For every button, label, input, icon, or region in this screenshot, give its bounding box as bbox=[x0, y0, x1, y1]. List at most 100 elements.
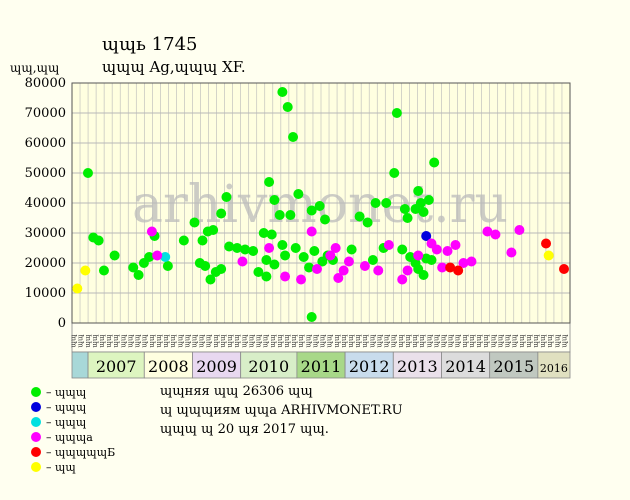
legend-label: – ɰɰɰa bbox=[46, 431, 93, 444]
x-tick-label: ɰɰ bbox=[496, 334, 504, 348]
x-tick-label: ɰɰ bbox=[390, 334, 398, 348]
year-label: 2011 bbox=[301, 357, 342, 376]
x-tick-label: ɰɰ bbox=[283, 334, 291, 348]
x-tick-label: ɰɰ bbox=[191, 334, 199, 348]
data-point bbox=[93, 235, 104, 246]
data-point bbox=[285, 210, 296, 220]
x-tick-label: ɰɰ bbox=[105, 334, 113, 348]
x-tick-label: ɰɰ bbox=[162, 334, 170, 348]
data-point bbox=[160, 252, 171, 262]
x-tick-label: ɰɰ bbox=[176, 334, 184, 348]
y-tick-label: 80000 bbox=[25, 76, 66, 91]
data-point bbox=[402, 265, 413, 276]
data-point bbox=[98, 265, 109, 276]
data-point bbox=[309, 246, 320, 256]
x-tick-label: ɰɰ bbox=[233, 334, 241, 348]
y-tick-label: 20000 bbox=[25, 256, 66, 271]
x-tick-label: ɰɰ bbox=[91, 334, 99, 348]
x-tick-label: ɰɰ bbox=[84, 334, 92, 348]
data-point bbox=[397, 274, 408, 285]
data-point bbox=[109, 250, 120, 261]
year-band bbox=[392, 351, 442, 379]
data-point bbox=[304, 262, 315, 273]
legend-marker bbox=[31, 447, 41, 457]
legend-label: – ɰɰɰ bbox=[46, 386, 87, 399]
legend-marker bbox=[31, 432, 41, 442]
data-point bbox=[319, 214, 330, 225]
data-point bbox=[189, 217, 200, 228]
x-tick-label: ɰɰ bbox=[255, 334, 263, 348]
data-point bbox=[277, 87, 288, 97]
data-point bbox=[450, 240, 461, 250]
data-point bbox=[413, 250, 424, 261]
data-point bbox=[178, 235, 189, 246]
data-point bbox=[216, 208, 227, 219]
data-point bbox=[397, 244, 408, 255]
data-point bbox=[258, 228, 269, 238]
y-tick-label: 40000 bbox=[25, 196, 66, 211]
legend-label: – ɰɰɰɰɰБ bbox=[46, 446, 115, 459]
data-point bbox=[402, 213, 413, 223]
x-tick-label: ɰɰ bbox=[539, 334, 547, 348]
x-tick-label: ɰɰ bbox=[504, 334, 512, 348]
year-band bbox=[441, 351, 491, 379]
x-tick-label: ɰɰ bbox=[212, 334, 220, 348]
x-tick-label: ɰɰ bbox=[383, 334, 391, 348]
data-point bbox=[128, 262, 139, 273]
y-tick-label: 30000 bbox=[25, 226, 66, 241]
data-point bbox=[333, 273, 344, 283]
data-point bbox=[288, 132, 299, 142]
data-point bbox=[405, 252, 416, 262]
data-point bbox=[445, 262, 456, 273]
data-point bbox=[399, 204, 410, 214]
plot-frame bbox=[71, 82, 571, 324]
data-point bbox=[458, 258, 469, 268]
data-point bbox=[391, 108, 402, 118]
year-label: 2013 bbox=[397, 357, 438, 376]
data-point bbox=[418, 207, 429, 217]
data-point bbox=[72, 283, 83, 294]
data-point bbox=[306, 205, 317, 216]
x-tick-label: ɰɰ bbox=[482, 334, 490, 348]
x-tick-label: ɰɰ bbox=[112, 334, 120, 348]
year-band bbox=[143, 351, 193, 379]
data-point bbox=[418, 270, 429, 280]
y-tick-label: 50000 bbox=[25, 166, 66, 181]
x-tick-label: ɰɰ bbox=[247, 334, 255, 348]
data-point bbox=[264, 177, 275, 187]
x-tick-label: ɰɰ bbox=[368, 334, 376, 348]
x-tick-label: ɰɰ bbox=[546, 334, 554, 348]
x-tick-label: ɰɰ bbox=[169, 334, 177, 348]
data-point bbox=[82, 168, 93, 178]
y-tick-label: 0 bbox=[58, 316, 66, 331]
data-point bbox=[282, 102, 293, 112]
data-point bbox=[253, 267, 264, 277]
data-point bbox=[200, 261, 211, 271]
x-tick-label: ɰɰ bbox=[205, 334, 213, 348]
y-tick-label: 10000 bbox=[25, 286, 66, 301]
x-tick-label: ɰɰ bbox=[553, 334, 561, 348]
y-tick-label: 60000 bbox=[25, 136, 66, 151]
data-point bbox=[224, 241, 235, 252]
data-point bbox=[559, 264, 569, 274]
data-point bbox=[248, 246, 259, 256]
year-label: 2015 bbox=[493, 357, 534, 376]
x-tick-label: ɰɰ bbox=[226, 334, 234, 348]
data-point bbox=[274, 210, 285, 220]
x-tick-label: ɰɰ bbox=[141, 334, 149, 348]
data-point bbox=[296, 274, 307, 285]
data-point bbox=[541, 238, 552, 249]
data-point bbox=[482, 226, 493, 237]
year-band bbox=[537, 351, 571, 379]
data-point bbox=[80, 265, 91, 276]
x-tick-label: ɰɰ bbox=[461, 334, 469, 348]
x-tick-label: ɰɰ bbox=[119, 334, 127, 348]
x-tick-label: ɰɰ bbox=[404, 334, 412, 348]
data-point bbox=[298, 252, 309, 262]
x-tick-label: ɰɰ bbox=[198, 334, 206, 348]
x-tick-label: ɰɰ bbox=[290, 334, 298, 348]
data-point bbox=[325, 250, 336, 261]
data-point bbox=[293, 189, 304, 199]
year-band bbox=[240, 351, 298, 379]
data-point bbox=[237, 256, 248, 267]
